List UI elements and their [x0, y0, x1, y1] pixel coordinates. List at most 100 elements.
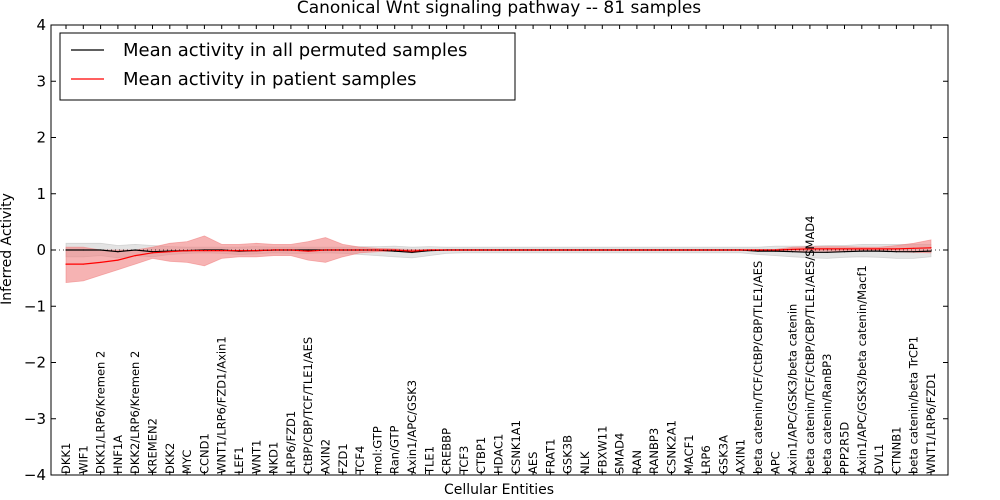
- category-label: LEF1: [232, 446, 246, 474]
- point-patient: [325, 249, 326, 250]
- point-permuted: [757, 251, 758, 252]
- category-label: CSNK2A1: [665, 420, 679, 474]
- category-label: DKK1: [59, 443, 73, 474]
- point-permuted: [792, 251, 793, 252]
- category-label: PPP2R5D: [838, 422, 852, 474]
- point-permuted: [861, 251, 862, 252]
- category-label: WNT1/LRP6/FZD1: [924, 373, 938, 474]
- point-permuted: [896, 251, 897, 252]
- point-patient: [930, 247, 931, 248]
- category-label: beta catenin/TCF/CtBP/CBP/TLE1/AES: [751, 261, 765, 474]
- category-label: WIF1: [76, 445, 90, 474]
- point-patient: [584, 249, 585, 250]
- category-label: TCF4: [353, 446, 367, 475]
- category-label: CTNNB1: [889, 427, 903, 474]
- point-permuted: [879, 251, 880, 252]
- category-label: RANBP3: [647, 428, 661, 474]
- category-label: TLE1: [422, 446, 436, 475]
- category-label: NLK: [578, 451, 592, 474]
- category-label: APC: [768, 451, 782, 474]
- point-patient: [273, 249, 274, 250]
- category-label: DKK2/LRP6/Kremen 2: [128, 351, 142, 474]
- point-permuted: [394, 251, 395, 252]
- legend-label: Mean activity in all permuted samples: [123, 40, 467, 61]
- point-patient: [827, 248, 828, 249]
- point-patient: [377, 249, 378, 250]
- point-patient: [498, 249, 499, 250]
- point-patient: [221, 250, 222, 251]
- point-patient: [636, 249, 637, 250]
- point-permuted: [775, 251, 776, 252]
- y-tick-label: 3: [36, 72, 46, 90]
- category-label: CCND1: [197, 433, 211, 474]
- point-patient: [688, 249, 689, 250]
- category-label: AXIN2: [319, 439, 333, 474]
- category-label: TCF3: [457, 446, 471, 475]
- category-label: RAN: [630, 450, 644, 474]
- point-patient: [740, 249, 741, 250]
- category-label: MYC: [180, 450, 194, 474]
- point-patient: [429, 249, 430, 250]
- y-tick-label: −2: [24, 354, 46, 372]
- point-patient: [308, 251, 309, 252]
- point-patient: [152, 252, 153, 253]
- legend: Mean activity in all permuted samples Mea…: [60, 33, 515, 100]
- y-tick-label: −3: [24, 410, 46, 428]
- category-label: FRAT1: [543, 439, 557, 474]
- category-label: Ran/GTP: [388, 426, 402, 474]
- point-patient: [533, 249, 534, 250]
- point-permuted: [65, 249, 66, 250]
- legend-label: Mean activity in patient samples: [123, 69, 417, 90]
- chart-title: Canonical Wnt signaling pathway -- 81 sa…: [297, 0, 701, 18]
- category-label: HNF1A: [111, 435, 125, 474]
- point-patient: [861, 248, 862, 249]
- y-axis-label: Inferred Activity: [0, 193, 15, 305]
- point-patient: [135, 255, 136, 256]
- point-permuted: [844, 251, 845, 252]
- category-label: MACF1: [682, 434, 696, 474]
- point-patient: [913, 248, 914, 249]
- point-patient: [481, 249, 482, 250]
- point-patient: [83, 263, 84, 264]
- category-label: CtBP/CBP/TCF/TLE1/AES: [301, 337, 315, 474]
- point-patient: [100, 262, 101, 263]
- y-tick-label: 2: [36, 129, 46, 147]
- category-label: CREBBP: [440, 428, 454, 474]
- category-label: DKK2: [163, 443, 177, 474]
- point-permuted: [100, 249, 101, 250]
- point-patient: [896, 248, 897, 249]
- point-permuted: [117, 251, 118, 252]
- point-permuted: [411, 252, 412, 253]
- point-patient: [550, 249, 551, 250]
- category-label: AXIN1: [734, 439, 748, 474]
- point-permuted: [913, 251, 914, 252]
- category-label: DVL1: [872, 444, 886, 474]
- point-patient: [117, 260, 118, 261]
- point-patient: [757, 249, 758, 250]
- point-patient: [706, 249, 707, 250]
- category-label: beta catenin/beta TrCP1: [907, 336, 921, 474]
- category-label: DKK1/LRP6/Kremen 2: [94, 351, 108, 474]
- point-patient: [844, 248, 845, 249]
- chart-canvas: −4−3−2−101234 DKK1 WIF1 DKK1/LRP6/Kremen 2…: [0, 0, 1000, 500]
- point-patient: [65, 263, 66, 264]
- category-label: Axin1/APC/GSK3/beta catenin: [786, 304, 800, 474]
- category-label: beta catenin/RanBP3: [820, 354, 834, 474]
- point-permuted: [827, 252, 828, 253]
- y-tick-label: 0: [36, 241, 46, 259]
- category-label: LRP6/FZD1: [284, 411, 298, 474]
- category-label: SMAD4: [613, 433, 627, 474]
- category-label: CSNK1A1: [509, 420, 523, 474]
- category-label: beta catenin/TCF/CtBP/CBP/TLE1/AES/SMAD4: [803, 216, 817, 474]
- point-patient: [602, 249, 603, 250]
- category-label: NKD1: [267, 442, 281, 474]
- y-tick-label: 4: [36, 16, 46, 34]
- category-label: HDAC1: [492, 434, 506, 474]
- category-label: Axin1/APC/GSK3/beta catenin/Macf1: [855, 265, 869, 474]
- point-permuted: [152, 251, 153, 252]
- category-label: FBXW11: [595, 426, 609, 474]
- point-patient: [169, 251, 170, 252]
- category-label: LRP6: [699, 445, 713, 474]
- category-label: GSK3B: [561, 435, 575, 474]
- point-patient: [654, 249, 655, 250]
